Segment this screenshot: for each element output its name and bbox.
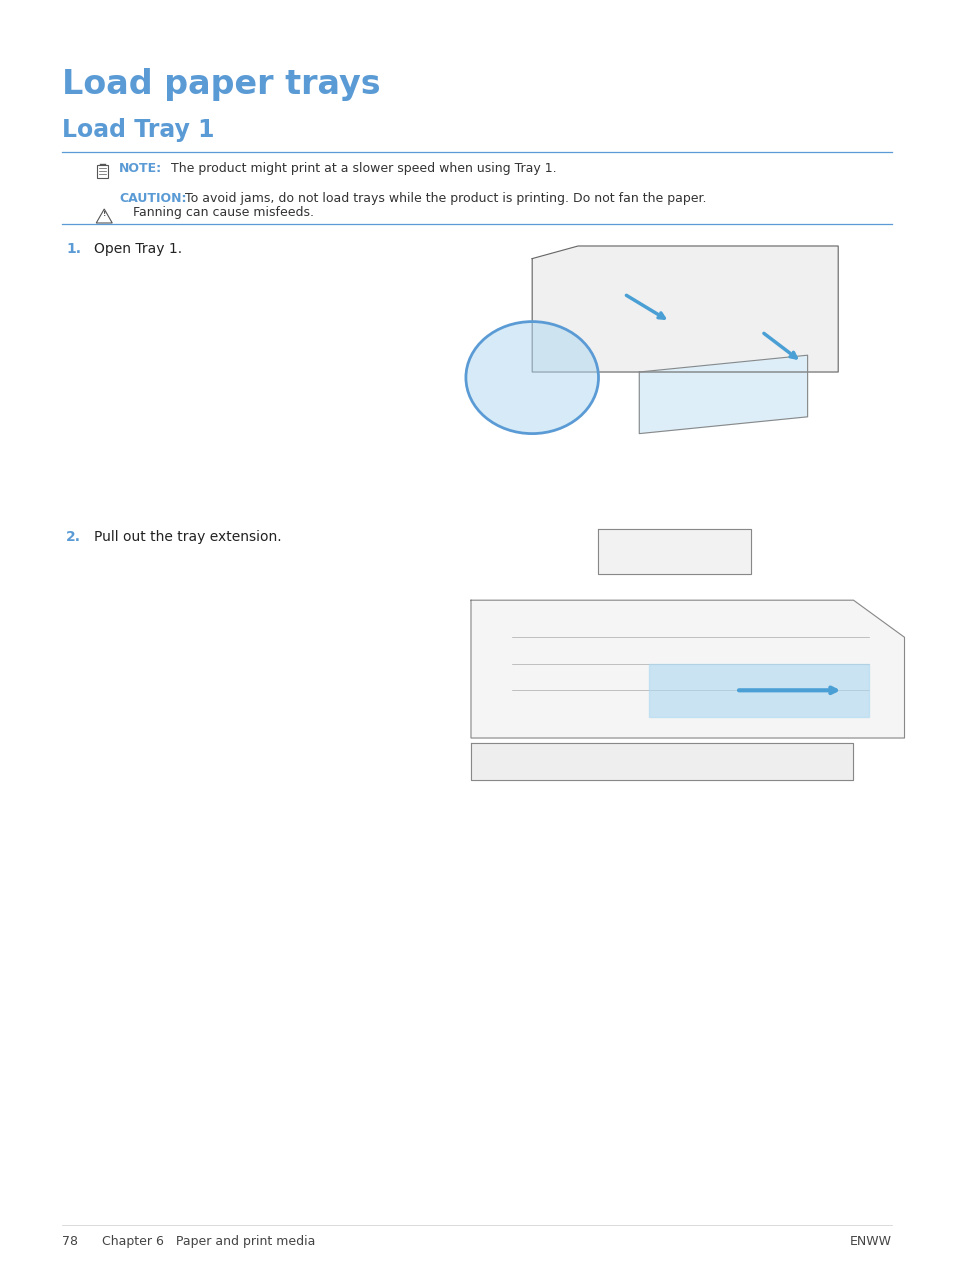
Polygon shape: [471, 743, 853, 780]
Text: !: !: [103, 211, 106, 217]
Polygon shape: [598, 528, 751, 574]
Text: Load Tray 1: Load Tray 1: [62, 118, 214, 142]
Bar: [419, 526, 929, 791]
Text: 2.: 2.: [66, 530, 81, 544]
Bar: [419, 232, 929, 512]
Text: The product might print at a slower speed when using Tray 1.: The product might print at a slower spee…: [172, 163, 557, 175]
Text: Pull out the tray extension.: Pull out the tray extension.: [94, 530, 281, 544]
Text: CAUTION:: CAUTION:: [119, 192, 187, 204]
Text: 1.: 1.: [66, 243, 81, 257]
Polygon shape: [471, 601, 903, 738]
Polygon shape: [639, 356, 807, 433]
Bar: [97, 165, 108, 178]
Polygon shape: [649, 664, 868, 716]
Text: Open Tray 1.: Open Tray 1.: [94, 243, 182, 257]
Text: ENWW: ENWW: [849, 1234, 891, 1248]
Ellipse shape: [465, 321, 598, 433]
Text: NOTE:: NOTE:: [119, 163, 162, 175]
Text: Load paper trays: Load paper trays: [62, 69, 380, 102]
Polygon shape: [96, 210, 112, 224]
Text: To avoid jams, do not load trays while the product is printing. Do not fan the p: To avoid jams, do not load trays while t…: [185, 192, 706, 204]
Text: 78      Chapter 6   Paper and print media: 78 Chapter 6 Paper and print media: [62, 1234, 315, 1248]
Text: Fanning can cause misfeeds.: Fanning can cause misfeeds.: [133, 206, 314, 218]
Polygon shape: [532, 246, 838, 372]
